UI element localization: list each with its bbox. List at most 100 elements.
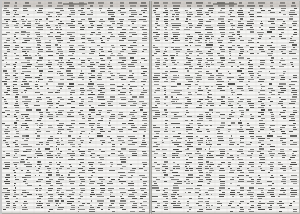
Bar	[91, 129, 94, 130]
Bar	[164, 161, 168, 163]
Bar	[250, 142, 252, 143]
Bar	[257, 73, 259, 74]
Bar	[279, 205, 282, 206]
Bar	[151, 133, 298, 135]
Bar	[142, 45, 144, 46]
Bar	[63, 3, 87, 5]
Bar	[67, 116, 74, 117]
Bar	[131, 155, 136, 156]
Bar	[2, 204, 149, 207]
Bar	[196, 148, 202, 150]
Bar	[189, 209, 191, 210]
Bar	[132, 73, 134, 74]
Bar	[89, 47, 92, 48]
Bar	[110, 5, 113, 7]
Bar	[249, 187, 254, 189]
Bar	[142, 142, 146, 143]
Bar	[237, 151, 243, 152]
Bar	[151, 207, 298, 209]
Bar	[250, 114, 252, 115]
Bar	[2, 180, 149, 183]
Bar	[231, 207, 235, 208]
Bar	[97, 25, 102, 26]
Bar	[241, 153, 244, 154]
Bar	[198, 62, 201, 63]
Bar	[188, 174, 193, 176]
Bar	[208, 51, 211, 52]
Bar	[185, 10, 186, 11]
Bar	[79, 136, 81, 137]
Bar	[257, 205, 261, 206]
Bar	[279, 201, 282, 202]
Bar	[46, 45, 51, 46]
Bar	[15, 107, 19, 108]
Bar	[15, 27, 19, 28]
Bar	[70, 94, 73, 95]
Bar	[280, 88, 286, 89]
Bar	[128, 88, 132, 89]
Bar	[27, 27, 31, 28]
Bar	[80, 27, 85, 28]
Bar	[99, 21, 105, 22]
Bar	[172, 162, 175, 163]
Bar	[120, 12, 125, 13]
Bar	[292, 21, 297, 22]
Bar	[230, 155, 232, 156]
Bar	[35, 77, 40, 78]
Bar	[199, 175, 203, 176]
Bar	[219, 179, 221, 180]
Bar	[14, 136, 19, 137]
Bar	[206, 14, 209, 15]
Bar	[240, 140, 242, 141]
Bar	[229, 31, 234, 33]
Bar	[2, 44, 149, 46]
Bar	[57, 32, 61, 33]
Bar	[209, 114, 211, 115]
Bar	[270, 146, 275, 147]
Bar	[16, 38, 17, 39]
Bar	[139, 101, 144, 102]
Bar	[176, 53, 178, 54]
Bar	[196, 49, 200, 50]
Bar	[24, 83, 29, 85]
Bar	[237, 34, 240, 35]
Bar	[237, 144, 239, 145]
Bar	[172, 77, 179, 78]
Bar	[22, 97, 28, 98]
Bar	[153, 10, 156, 11]
Bar	[119, 112, 123, 113]
Bar	[250, 75, 254, 76]
Bar	[141, 73, 146, 74]
Bar	[27, 51, 28, 52]
Bar	[48, 2, 52, 4]
Bar	[188, 211, 189, 213]
Bar	[281, 77, 285, 78]
Bar	[25, 175, 31, 176]
Bar	[282, 142, 286, 143]
Bar	[230, 16, 235, 17]
Bar	[249, 49, 253, 50]
Bar	[110, 55, 115, 56]
Bar	[162, 73, 167, 74]
Bar	[40, 62, 41, 63]
Bar	[2, 169, 149, 172]
Bar	[218, 77, 221, 78]
Bar	[22, 66, 26, 67]
Bar	[15, 47, 19, 48]
Bar	[82, 66, 85, 67]
Bar	[206, 203, 209, 204]
Bar	[155, 168, 160, 169]
Bar	[26, 196, 27, 197]
Bar	[281, 116, 286, 117]
Bar	[195, 92, 197, 93]
Bar	[174, 90, 182, 91]
Bar	[99, 179, 105, 180]
Bar	[166, 66, 168, 67]
Bar	[156, 190, 160, 191]
Bar	[164, 127, 168, 128]
Bar	[117, 86, 123, 87]
Bar	[172, 16, 174, 17]
Bar	[28, 21, 31, 22]
Bar	[289, 116, 294, 117]
Bar	[260, 168, 262, 169]
